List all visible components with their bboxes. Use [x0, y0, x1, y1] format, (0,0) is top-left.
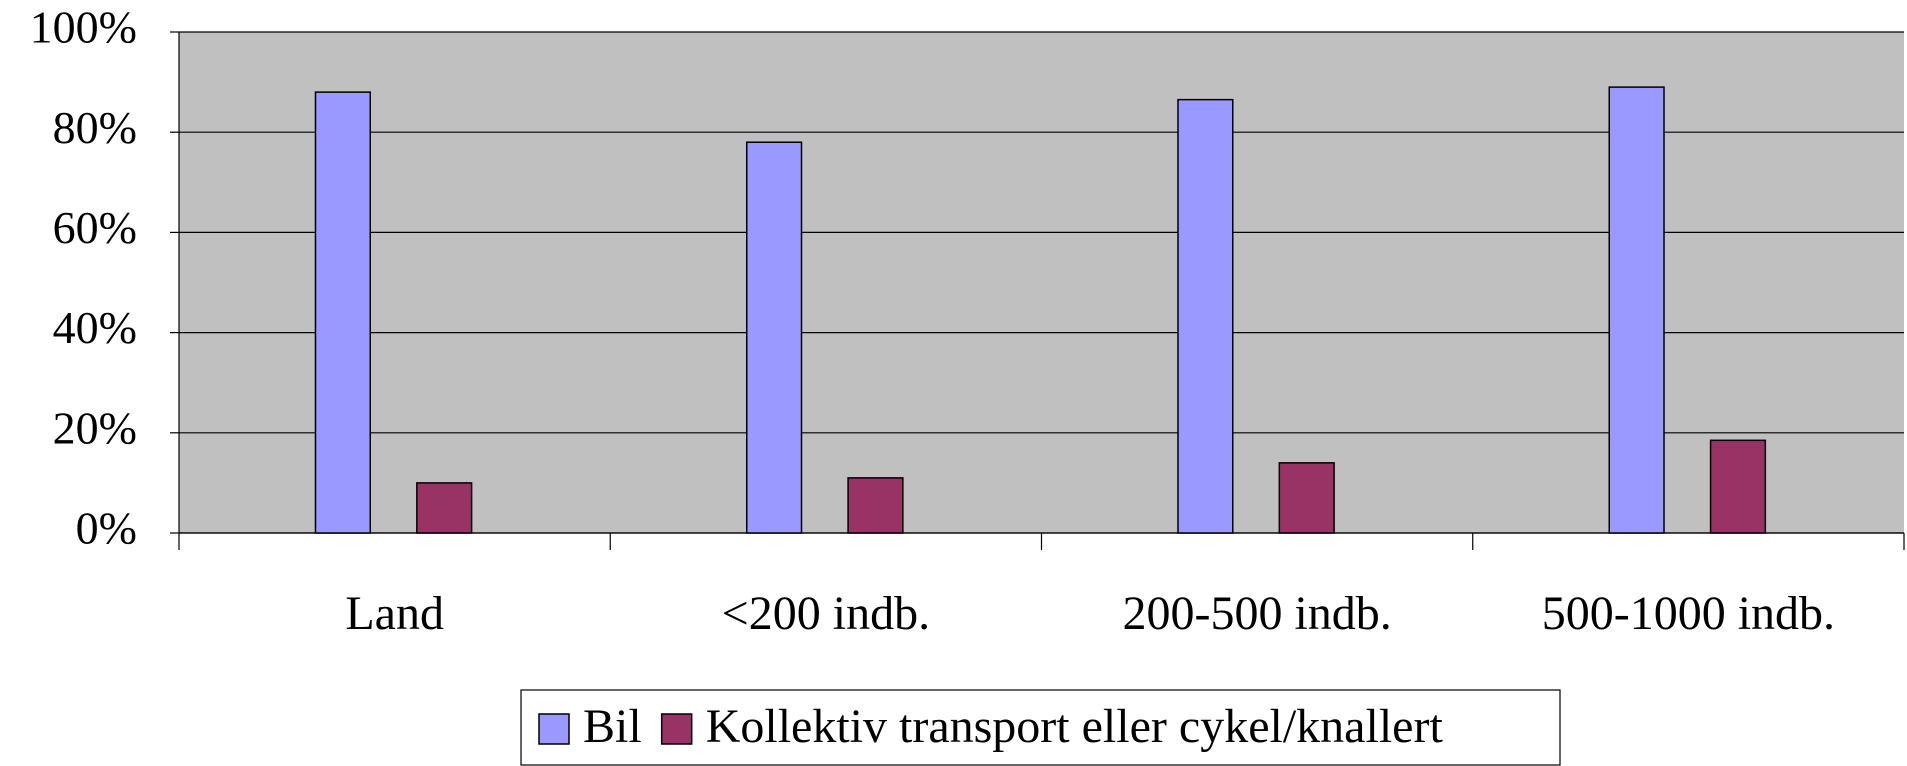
- legend-swatch: [660, 713, 693, 745]
- y-tick-label: 100%: [30, 2, 137, 53]
- bar: [1177, 98, 1234, 534]
- legend-box: [520, 689, 1561, 766]
- y-tick-label: 20%: [53, 402, 137, 453]
- bar: [416, 482, 473, 534]
- bar: [1709, 439, 1767, 534]
- bar: [1608, 86, 1665, 534]
- x-tick-label: 500-1000 indb.: [1542, 587, 1835, 640]
- y-tick-label: 80%: [53, 102, 137, 153]
- legend-swatch: [538, 713, 570, 745]
- x-tick-label: 200-500 indb.: [1122, 587, 1391, 640]
- y-tick-label: 40%: [53, 302, 137, 353]
- bar: [1278, 462, 1335, 534]
- legend-label: Kollektiv transport eller cykel/knallert: [706, 700, 1444, 753]
- y-tick-label: 0%: [76, 503, 137, 554]
- x-tick-label: Land: [345, 587, 444, 640]
- y-tick-label: 60%: [53, 202, 137, 253]
- bar: [745, 141, 803, 534]
- x-tick-label: <200 indb.: [722, 587, 930, 640]
- bar: [314, 91, 372, 534]
- legend-label: Bil: [583, 700, 642, 753]
- bar: [847, 477, 904, 534]
